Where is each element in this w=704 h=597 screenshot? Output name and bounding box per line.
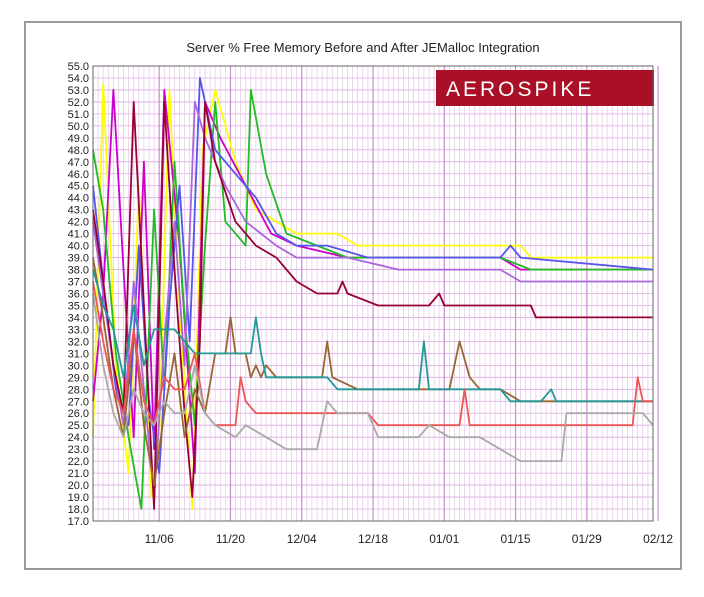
y-tick-label: 35.0 [68,300,89,312]
y-tick-label: 20.0 [68,480,89,492]
y-tick-label: 51.0 [68,109,89,121]
y-tick-label: 26.0 [68,408,89,420]
y-tick-label: 22.0 [68,456,89,468]
chart-title: Server % Free Memory Before and After JE… [186,40,539,55]
y-tick-label: 50.0 [68,121,89,133]
chart-frame: Server % Free Memory Before and After JE… [24,21,682,570]
x-tick-label: 01/01 [429,532,459,546]
y-tick-label: 45.0 [68,181,89,193]
y-axis-ticks: 17.018.019.020.021.022.023.024.025.026.0… [68,61,89,528]
y-tick-label: 25.0 [68,420,89,432]
chart: Server % Free Memory Before and After JE… [68,40,674,546]
y-tick-label: 32.0 [68,336,89,348]
y-tick-label: 49.0 [68,133,89,145]
y-tick-label: 55.0 [68,61,89,73]
y-tick-label: 47.0 [68,157,89,169]
series-line-5 [92,101,653,498]
series-group [92,77,654,510]
aerospike-logo: AEROSPIKE [436,70,654,106]
y-tick-label: 42.0 [68,217,89,229]
series-line-6 [92,101,653,510]
x-axis-ticks: 11/06 11/20 12/04 12/18 01/01 01/15 01/29 02/12 [145,66,673,546]
y-tick-label: 19.0 [68,492,89,504]
y-tick-label: 30.0 [68,360,89,372]
brand-text: AEROSPIKE [446,78,594,101]
y-tick-label: 18.0 [68,504,89,516]
y-tick-label: 48.0 [68,145,89,157]
x-tick-label: 12/18 [358,532,388,546]
x-tick-label: 01/15 [501,532,531,546]
y-tick-label: 41.0 [68,229,89,241]
series-line-8 [92,269,653,403]
x-tick-label: 02/12 [643,532,673,546]
series-line-1 [92,83,653,510]
y-tick-label: 34.0 [68,312,89,324]
x-tick-label: 11/20 [216,532,245,546]
x-tick-label: 01/29 [572,532,602,546]
series-line-10 [92,293,654,462]
y-tick-label: 23.0 [68,444,89,456]
y-tick-label: 21.0 [68,468,89,480]
y-tick-label: 27.0 [68,396,89,408]
x-tick-label: 11/06 [145,532,174,546]
y-tick-label: 44.0 [68,193,89,205]
y-tick-label: 54.0 [68,73,89,85]
y-tick-label: 36.0 [68,289,89,301]
y-tick-label: 38.0 [68,265,89,277]
y-tick-label: 31.0 [68,348,89,360]
series-line-7 [92,257,653,486]
y-tick-label: 29.0 [68,372,89,384]
plot-border [92,65,654,522]
y-tick-label: 33.0 [68,324,89,336]
x-tick-label: 12/04 [287,532,317,546]
y-tick-label: 46.0 [68,169,89,181]
y-tick-label: 37.0 [68,277,89,289]
y-tick-label: 40.0 [68,241,89,253]
series-line-4 [92,77,654,474]
y-tick-label: 28.0 [68,384,89,396]
y-tick-label: 17.0 [68,516,89,528]
y-tick-label: 53.0 [68,85,89,97]
series-line-9 [92,281,653,427]
y-tick-label: 52.0 [68,97,89,109]
y-tick-label: 24.0 [68,432,89,444]
y-tick-label: 43.0 [68,205,89,217]
y-tick-label: 39.0 [68,253,89,265]
